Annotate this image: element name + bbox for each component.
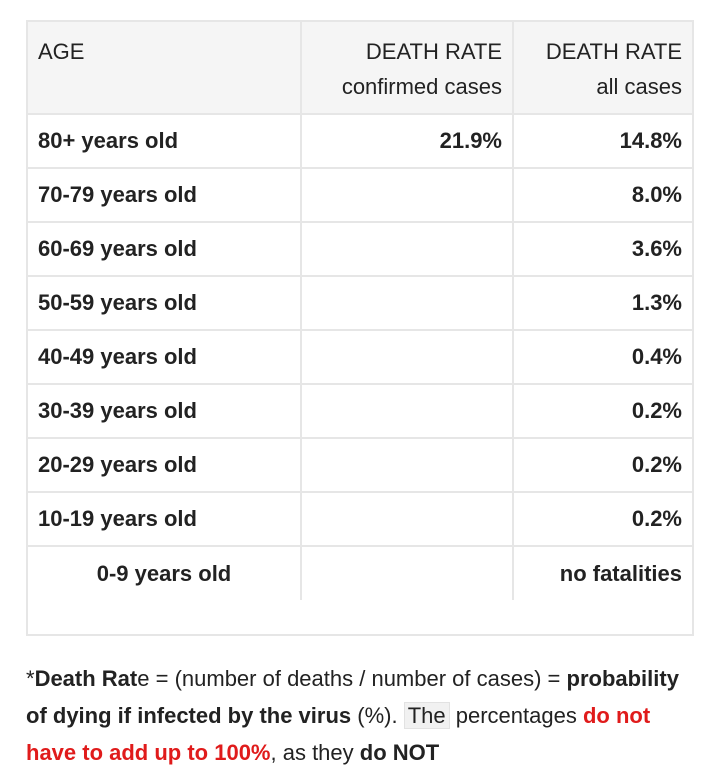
- all-rate-cell: 0.4%: [513, 330, 692, 385]
- confirmed-rate-cell: [301, 222, 514, 277]
- confirmed-rate-cell: [301, 168, 514, 223]
- table-row: 60-69 years old 3.6%: [28, 222, 692, 277]
- death-rate-table-card: AGE DEATH RATE confirmed cases DEATH RAT…: [26, 20, 694, 636]
- header-age: AGE: [28, 22, 302, 115]
- table-row: 80+ years old 21.9% 14.8%: [28, 114, 692, 169]
- age-cell: 80+ years old: [28, 114, 302, 169]
- confirmed-rate-cell: [301, 276, 514, 331]
- footnote-probability: probability of dying if infected by the …: [26, 666, 679, 728]
- table-row: 10-19 years old 0.2%: [28, 492, 692, 547]
- all-rate-cell: 0.2%: [513, 438, 692, 493]
- header-all-line1: DEATH RATE: [545, 39, 682, 64]
- footnote-as-they: , as they: [270, 740, 360, 765]
- age-cell: 10-19 years old: [28, 492, 302, 547]
- table-header-row: AGE DEATH RATE confirmed cases DEATH RAT…: [28, 22, 692, 115]
- table-row: 50-59 years old 1.3%: [28, 276, 692, 331]
- table-row: 20-29 years old 0.2%: [28, 438, 692, 493]
- confirmed-rate-cell: [301, 330, 514, 385]
- all-rate-cell: no fatalities: [559, 560, 682, 586]
- confirmed-rate-cell: [301, 492, 514, 547]
- age-cell: 70-79 years old: [28, 168, 302, 223]
- confirmed-rate-cell: [301, 384, 514, 439]
- footnote-formula: = (number of deaths / number of cases) =: [149, 666, 567, 691]
- age-cell: 60-69 years old: [28, 222, 302, 277]
- death-rate-footnote: *Death Rate = (number of deaths / number…: [26, 660, 696, 769]
- header-confirmed-line1: DEATH RATE: [365, 39, 502, 64]
- all-rate-cell: 0.2%: [513, 384, 692, 439]
- all-rate-cell: 1.3%: [513, 276, 692, 331]
- footnote-do-not: do NOT: [359, 740, 440, 765]
- age-cell: 0-9 years old: [28, 546, 302, 600]
- footnote-highlighted-the: The: [403, 702, 450, 729]
- age-cell: 20-29 years old: [28, 438, 302, 493]
- all-rate-cell: 3.6%: [513, 222, 692, 277]
- header-confirmed-line2: confirmed cases: [341, 74, 502, 99]
- age-cell: 30-39 years old: [28, 384, 302, 439]
- age-cell: 50-59 years old: [28, 276, 302, 331]
- footnote-term-rest: e: [137, 666, 150, 691]
- footnote-asterisk: *: [26, 666, 35, 691]
- all-rate-cell: 0.2%: [513, 492, 692, 547]
- all-rate-cell: 8.0%: [513, 168, 692, 223]
- confirmed-rate-cell: 21.9%: [301, 114, 514, 169]
- footnote-percentages: percentages: [449, 703, 583, 728]
- footnote-add-up-warning: do not have to add up to 100%: [26, 703, 651, 765]
- confirmed-rate-cell: [301, 438, 514, 493]
- all-rate-cell: 14.8%: [513, 114, 692, 169]
- header-death-rate-confirmed: DEATH RATE confirmed cases: [301, 22, 514, 115]
- footnote-percent-unit: (%).: [351, 703, 404, 728]
- confirmed-rate-cell: [301, 546, 514, 600]
- header-all-line2: all cases: [596, 74, 682, 99]
- age-cell: 40-49 years old: [28, 330, 302, 385]
- header-death-rate-all: DEATH RATE all cases: [513, 22, 692, 115]
- death-rate-table: AGE DEATH RATE confirmed cases DEATH RAT…: [28, 22, 692, 600]
- table-row: 70-79 years old 8.0%: [28, 168, 692, 223]
- table-row: 0-9 years old no fatalities: [28, 546, 692, 600]
- footnote-term-bold: Death Rat: [34, 666, 138, 691]
- table-row: 40-49 years old 0.4%: [28, 330, 692, 385]
- table-row: 30-39 years old 0.2%: [28, 384, 692, 439]
